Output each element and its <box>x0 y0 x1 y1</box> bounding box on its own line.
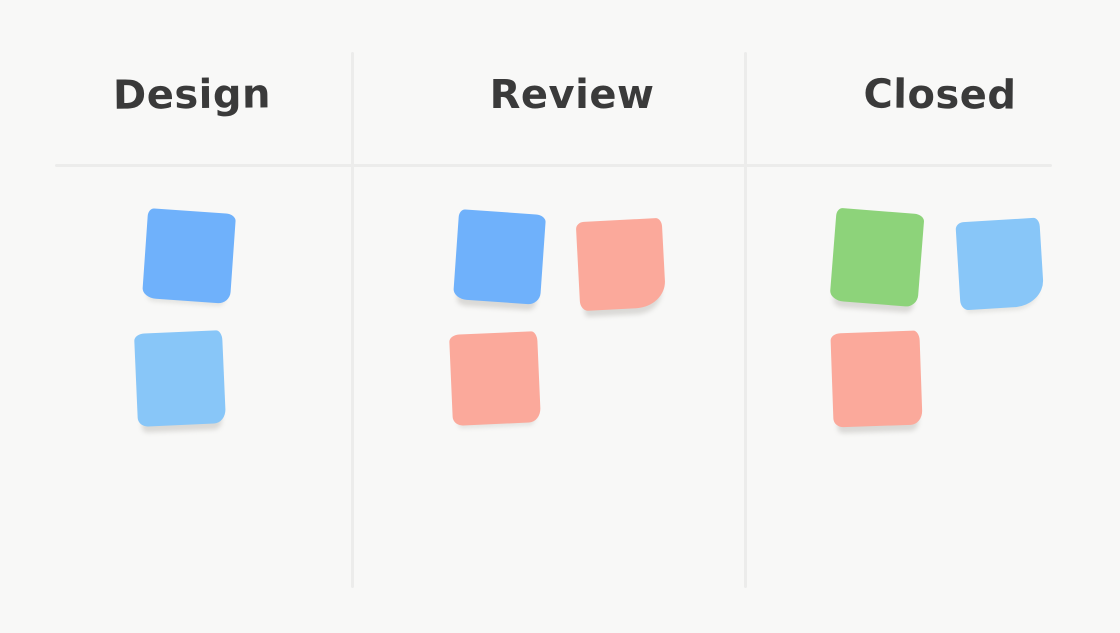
column-divider-review-closed <box>744 52 747 588</box>
sticky-note-review-salmon-2[interactable] <box>449 331 541 426</box>
header-divider-line <box>55 164 1052 167</box>
sticky-note-closed-light-blue[interactable] <box>955 217 1045 311</box>
column-divider-design-review <box>351 52 354 588</box>
column-title-closed: Closed <box>863 71 1017 119</box>
sticky-note-design-light-blue[interactable] <box>134 330 226 427</box>
sticky-note-closed-green[interactable] <box>829 207 925 308</box>
sticky-note-closed-salmon[interactable] <box>830 330 923 428</box>
sticky-note-design-blue[interactable] <box>141 208 237 304</box>
sticky-note-review-salmon[interactable] <box>575 217 667 312</box>
column-title-design: Design <box>112 71 272 119</box>
column-title-review: Review <box>489 72 655 118</box>
sticky-note-review-blue[interactable] <box>452 209 547 305</box>
